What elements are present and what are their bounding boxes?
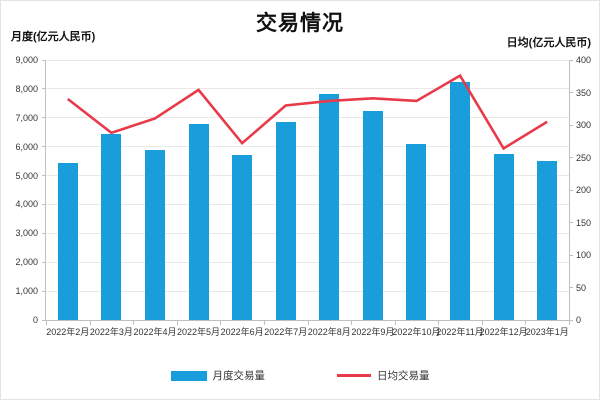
gridline bbox=[46, 146, 569, 148]
right-axis-label: 日均(亿元人民币) bbox=[506, 37, 591, 49]
right-axis-tick bbox=[569, 124, 573, 126]
x-axis-category-label: 2022年9月 bbox=[351, 327, 395, 337]
right-axis-line bbox=[569, 60, 570, 320]
right-axis-tick-label: 400 bbox=[576, 55, 592, 65]
left-axis-tick bbox=[42, 88, 46, 90]
right-axis-tick-label: 250 bbox=[576, 152, 592, 163]
bar-month-2 bbox=[101, 133, 122, 320]
right-axis-tick-label: 200 bbox=[576, 185, 592, 195]
bar-month-1 bbox=[57, 163, 78, 320]
right-axis-tick bbox=[569, 92, 573, 93]
bar-month-12 bbox=[537, 161, 558, 320]
x-axis-category-label: 2022年12月 bbox=[479, 327, 528, 337]
x-axis-tick bbox=[176, 321, 178, 325]
bar-month-7 bbox=[319, 93, 340, 320]
right-axis-tick bbox=[569, 222, 573, 223]
x-axis-tick bbox=[46, 321, 47, 325]
x-axis-tick bbox=[481, 321, 483, 325]
x-axis-category-label: 2022年11月 bbox=[436, 327, 484, 337]
left-axis-tick-label: 0 bbox=[32, 315, 38, 325]
gridline bbox=[46, 175, 569, 177]
right-axis-tick bbox=[569, 59, 573, 61]
daily-average-line bbox=[66, 73, 548, 151]
x-axis-category-label: 2022年4月 bbox=[133, 327, 177, 337]
gridline bbox=[46, 232, 569, 234]
x-axis-category-label: 2023年1月 bbox=[525, 327, 569, 337]
x-axis-category-label: 2022年6月 bbox=[220, 327, 264, 337]
bar-month-11 bbox=[493, 153, 514, 320]
left-axis-tick bbox=[42, 146, 46, 148]
right-axis-tick bbox=[569, 254, 573, 256]
x-axis-tick bbox=[220, 321, 222, 325]
left-axis-tick-label: 5,000 bbox=[15, 170, 38, 181]
left-axis-tick-label: 1,000 bbox=[15, 286, 38, 297]
x-axis-tick bbox=[394, 321, 396, 325]
legend-label-bar-series: 月度交易量 bbox=[212, 370, 266, 382]
line-series-swatch-icon bbox=[337, 374, 371, 377]
x-axis-tick bbox=[438, 321, 440, 325]
left-axis-tick bbox=[42, 59, 46, 61]
x-axis-category-label: 2022年10月 bbox=[392, 327, 441, 337]
left-axis-tick-label: 7,000 bbox=[15, 112, 38, 123]
left-axis-tick-label: 3,000 bbox=[15, 228, 38, 239]
right-axis-tick bbox=[569, 319, 573, 321]
x-axis-tick bbox=[569, 321, 570, 325]
right-axis-tick-label: 300 bbox=[576, 120, 592, 130]
bar-month-6 bbox=[275, 121, 296, 320]
left-axis-tick bbox=[42, 117, 46, 119]
chart-title: 交易情况 bbox=[256, 12, 344, 35]
gridline bbox=[46, 59, 569, 61]
left-axis-tick-label: 4,000 bbox=[15, 199, 38, 210]
gridline bbox=[46, 88, 569, 90]
x-axis-tick bbox=[525, 321, 527, 325]
right-axis-tick-label: 150 bbox=[576, 217, 592, 228]
right-axis-tick bbox=[569, 287, 573, 288]
left-axis-tick bbox=[42, 232, 46, 234]
legend-item-bar-series: 月度交易量 bbox=[170, 368, 266, 383]
legend: 月度交易量 日均交易量 bbox=[1, 368, 599, 383]
x-axis-tick bbox=[133, 321, 135, 325]
legend-label-line-series: 日均交易量 bbox=[377, 370, 430, 382]
left-axis-tick bbox=[42, 319, 46, 321]
left-axis-tick-label: 6,000 bbox=[15, 141, 38, 152]
right-axis-tick-label: 50 bbox=[576, 282, 587, 293]
right-axis-tick bbox=[569, 189, 573, 191]
bar-month-4 bbox=[188, 124, 209, 320]
bar-month-10 bbox=[450, 82, 471, 320]
bar-month-3 bbox=[144, 149, 165, 320]
gridline bbox=[46, 261, 569, 263]
bar-month-5 bbox=[232, 154, 253, 320]
left-axis-line bbox=[45, 60, 46, 320]
right-axis-tick-label: 0 bbox=[576, 315, 582, 325]
left-axis-label: 月度(亿元人民币) bbox=[11, 31, 96, 43]
left-axis-tick-label: 8,000 bbox=[15, 83, 38, 94]
left-axis-tick bbox=[42, 175, 46, 177]
left-axis-tick bbox=[42, 261, 46, 263]
x-axis-tick bbox=[263, 321, 265, 325]
right-axis-tick-label: 100 bbox=[576, 250, 592, 260]
x-axis-category-label: 2022年7月 bbox=[264, 327, 308, 337]
legend-item-line-series: 日均交易量 bbox=[337, 368, 430, 383]
x-axis-category-label: 2022年2月 bbox=[46, 327, 90, 337]
bar-month-9 bbox=[406, 144, 427, 320]
gridline bbox=[46, 290, 569, 292]
left-axis-tick-label: 9,000 bbox=[15, 55, 38, 65]
x-axis-category-label: 2022年8月 bbox=[307, 327, 351, 337]
gridline bbox=[46, 203, 569, 205]
left-axis-tick-label: 2,000 bbox=[15, 257, 38, 268]
right-axis-tick-label: 350 bbox=[576, 87, 592, 98]
bar-series-swatch-icon bbox=[170, 370, 207, 381]
bar-month-8 bbox=[362, 110, 383, 320]
x-axis-tick bbox=[307, 321, 309, 325]
x-axis-line bbox=[45, 320, 570, 321]
left-axis-tick bbox=[42, 203, 46, 205]
x-axis-tick bbox=[351, 321, 353, 325]
left-axis-tick bbox=[42, 290, 46, 292]
x-axis-category-label: 2022年5月 bbox=[177, 327, 221, 337]
x-axis-tick bbox=[89, 321, 91, 325]
x-axis-category-label: 2022年3月 bbox=[89, 327, 133, 337]
right-axis-tick bbox=[569, 157, 573, 158]
gridline bbox=[46, 117, 569, 119]
